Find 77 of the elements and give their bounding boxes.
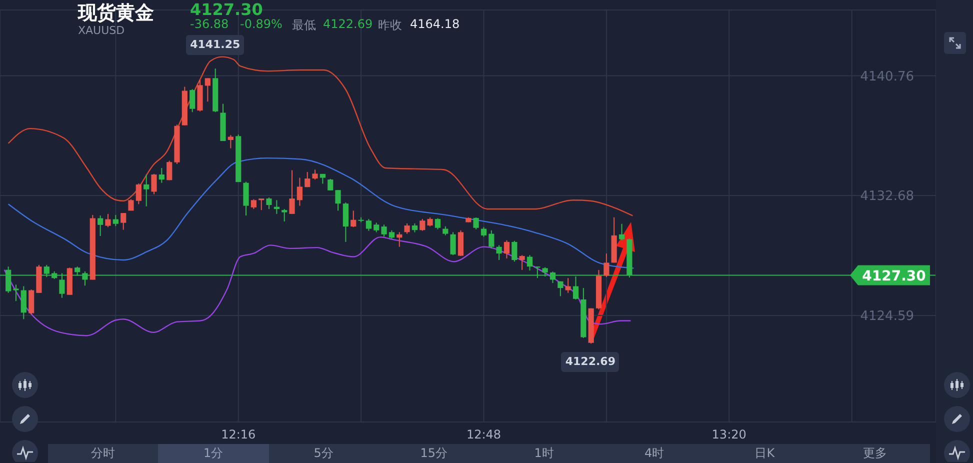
candlestick (120, 212, 126, 230)
candlestick (105, 213, 111, 228)
candlestick (420, 218, 426, 232)
candlestick (312, 169, 318, 180)
annotation: 昨收 (378, 17, 402, 34)
candlestick (480, 226, 487, 238)
candlestick (496, 244, 502, 261)
candlestick (558, 280, 564, 297)
candlestick (144, 174, 150, 207)
x-tick-label: 12:16 (221, 428, 256, 442)
text: 1分 (158, 444, 268, 463)
annotation: -36.88 (190, 17, 229, 31)
text: 5分 (312, 445, 334, 462)
candlestick (396, 232, 402, 248)
line-series (4, 236, 632, 336)
candlestick (136, 182, 142, 205)
candlestick (350, 210, 356, 228)
candlestick (565, 278, 571, 294)
annotation: 4122.69 (561, 352, 620, 372)
text: 分时 (90, 445, 116, 462)
annotation: 4122.69 (323, 17, 373, 31)
candlestick (98, 215, 104, 237)
candlestick (366, 218, 372, 232)
line-series (8, 56, 634, 216)
candlestick (381, 224, 387, 238)
candlestick (519, 254, 525, 270)
annotation: 4141.25 (186, 34, 244, 55)
candlestick (228, 134, 234, 149)
chart-title: 现货黄金 (78, 1, 154, 26)
annotation: 最低 (292, 17, 316, 34)
text: 日K (754, 445, 776, 462)
candlestick (304, 171, 310, 188)
candlestick (151, 173, 157, 195)
ref-line-label: 4127.30 (862, 268, 926, 284)
candlestick (296, 177, 302, 206)
candlestick (204, 78, 210, 102)
x-tick-label: 12:48 (466, 428, 502, 442)
candlestick (328, 178, 334, 191)
annotation: 4164.18 (410, 17, 460, 31)
annotation: 4127.30 (190, 0, 263, 19)
candlestick (190, 88, 196, 113)
candlestick (488, 230, 494, 249)
candlestick (28, 289, 34, 315)
candlestick (450, 232, 456, 256)
annotation: -0.89% (240, 17, 282, 31)
text: 更多 (862, 445, 888, 462)
candlestick (250, 198, 256, 210)
candlestick (404, 222, 410, 234)
candlestick (473, 216, 479, 230)
candlestick (20, 286, 26, 320)
text: XAUUSD (78, 24, 125, 37)
candlestick (158, 167, 164, 184)
candlestick (512, 240, 518, 262)
y-tick-label: 4132.68 (860, 189, 914, 204)
candlestick (504, 240, 510, 259)
candlestick (335, 190, 341, 212)
candlestick (434, 218, 441, 230)
candlestick (243, 181, 249, 216)
candlestick (374, 222, 380, 233)
candlestick (289, 170, 295, 214)
candlestick (458, 230, 464, 257)
text: 15分 (419, 445, 449, 462)
candlestick (526, 254, 533, 272)
line-series (8, 157, 634, 269)
y-tick-label: 4140.76 (860, 69, 914, 84)
y-tick-label: 4124.59 (860, 309, 914, 324)
text: 4时 (644, 445, 666, 462)
candlestick (604, 252, 610, 278)
candlestick (112, 214, 118, 227)
candlestick (618, 223, 625, 241)
text: 1时 (533, 445, 555, 462)
candlestick (342, 202, 349, 242)
candlestick (13, 284, 19, 302)
candlestick (166, 160, 172, 181)
candlestick (282, 208, 288, 222)
x-tick-label: 13:20 (712, 428, 746, 442)
candlestick (266, 196, 272, 210)
